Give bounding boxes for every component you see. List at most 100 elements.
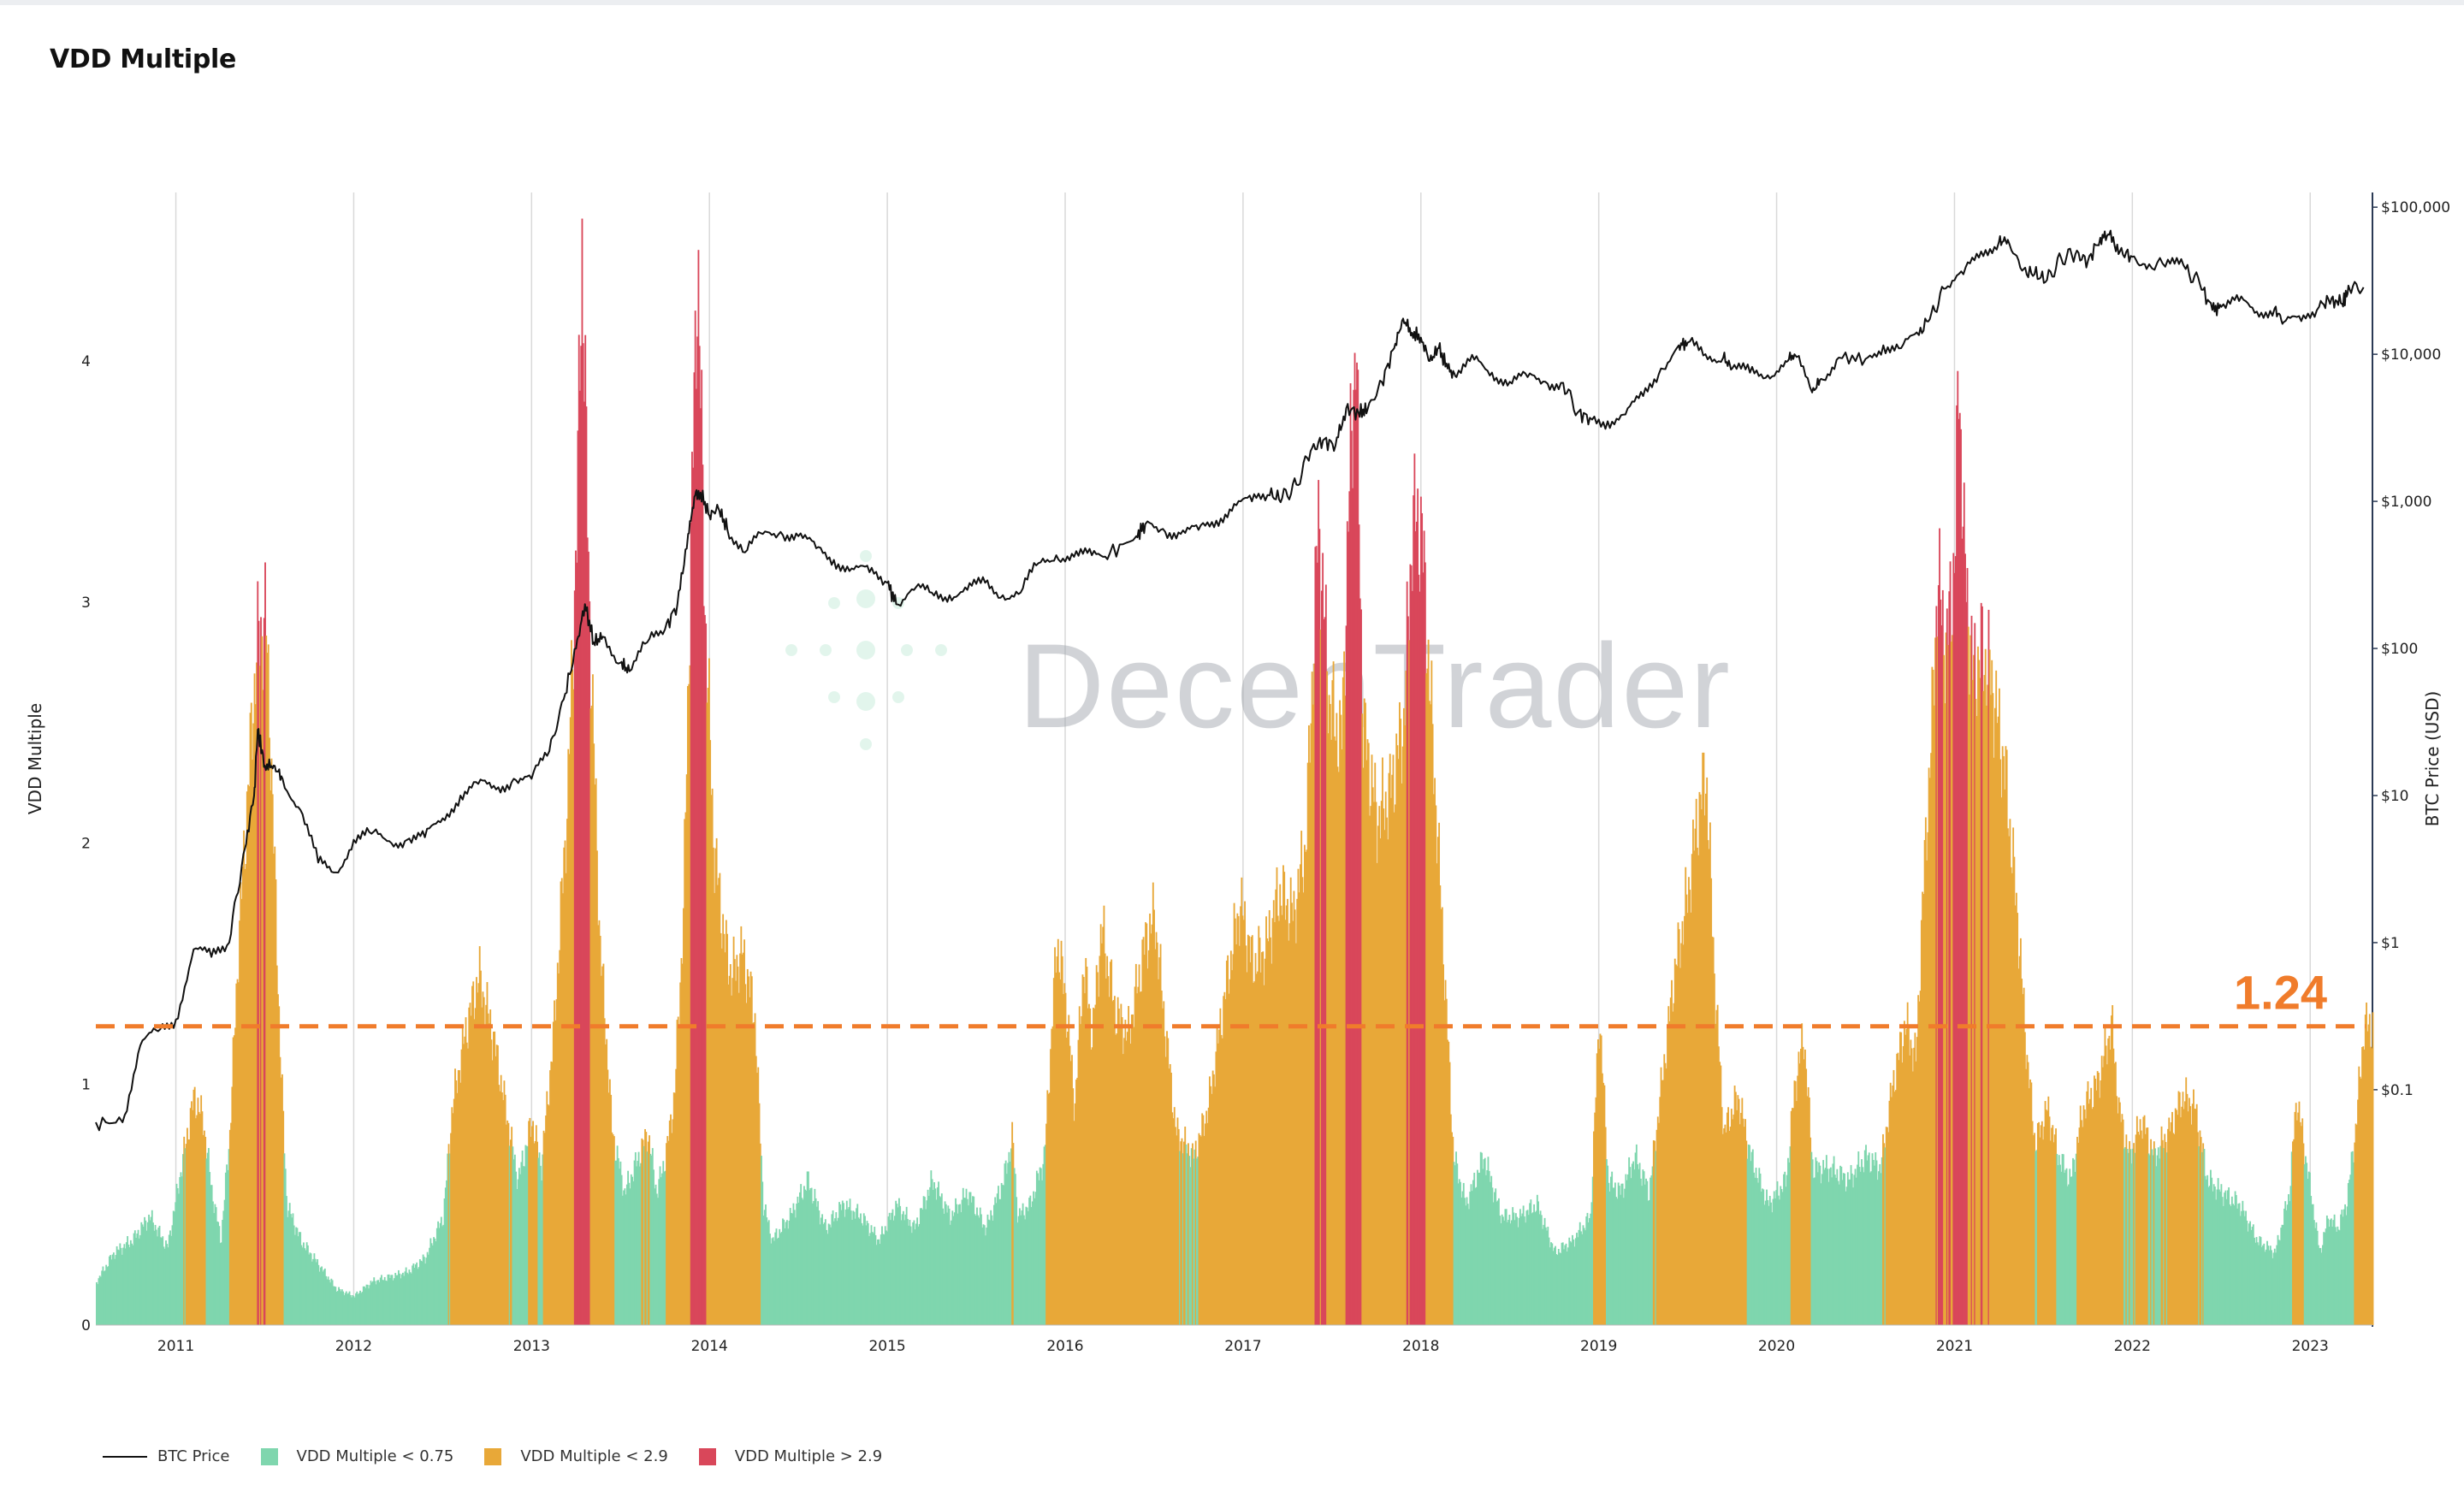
vdd-bar	[960, 1212, 962, 1325]
vdd-bar	[1016, 1222, 1019, 1325]
vdd-bar	[1871, 1153, 1874, 1325]
vdd-bar	[1948, 591, 1951, 1325]
vdd-bar	[370, 1281, 372, 1325]
vdd-bar	[133, 1233, 135, 1325]
vdd-bar	[1990, 695, 1992, 1325]
vdd-bar	[1624, 1188, 1626, 1325]
vdd-bar	[423, 1257, 425, 1325]
vdd-bar	[232, 1037, 234, 1325]
vdd-bar	[545, 1115, 547, 1325]
vdd-bar	[188, 1139, 191, 1325]
vdd-bar	[2034, 1133, 2036, 1325]
vdd-bar	[843, 1203, 844, 1325]
x-tick-label: 2019	[1580, 1338, 1617, 1355]
vdd-bar	[599, 935, 601, 1325]
vdd-bar	[483, 997, 485, 1325]
vdd-bar	[1585, 1216, 1588, 1325]
vdd-bar	[1392, 754, 1395, 1325]
vdd-bar	[1247, 934, 1249, 1325]
vdd-bar	[1876, 1180, 1879, 1325]
vdd-bar	[1366, 739, 1369, 1325]
vdd-bar	[1353, 389, 1355, 1326]
vdd-bar	[1819, 1165, 1821, 1325]
vdd-bar	[1407, 616, 1409, 1325]
vdd-bar	[435, 1241, 437, 1325]
legend-item-vdd-red[interactable]: VDD Multiple > 2.9	[698, 1447, 882, 1465]
vdd-bar	[1996, 723, 1999, 1325]
vdd-bar	[2283, 1208, 2285, 1325]
vdd-bar	[365, 1284, 368, 1325]
vdd-bar	[388, 1274, 390, 1325]
vdd-bar	[1970, 615, 1973, 1325]
vdd-bar	[2307, 1171, 2310, 1325]
vdd-bar	[707, 688, 709, 1325]
vdd-bar	[121, 1254, 123, 1325]
vdd-bar	[2013, 856, 2016, 1325]
vdd-bar	[983, 1225, 986, 1325]
vdd-bar	[1043, 1146, 1045, 1325]
vdd-bar	[1423, 530, 1425, 1325]
vdd-bar	[2173, 1133, 2176, 1325]
vdd-bar	[1848, 1179, 1850, 1325]
vdd-bar	[1913, 1047, 1916, 1325]
legend-item-btc-price[interactable]: BTC Price	[103, 1447, 230, 1465]
legend-item-vdd-orange[interactable]: VDD Multiple < 2.9	[484, 1447, 668, 1465]
vdd-bar	[837, 1217, 839, 1325]
vdd-bar	[1004, 1160, 1007, 1325]
vdd-bar	[387, 1274, 389, 1325]
vdd-bar	[1278, 920, 1280, 1325]
vdd-bar	[614, 1160, 617, 1325]
vdd-bar	[2138, 1134, 2141, 1325]
vdd-bar	[332, 1286, 335, 1325]
vdd-bar	[2273, 1248, 2276, 1325]
vdd-bar	[654, 1184, 657, 1325]
vdd-bar	[174, 1211, 175, 1325]
vdd-bar	[2070, 1176, 2073, 1325]
vdd-bar	[1319, 629, 1322, 1325]
vdd-bar	[2296, 1120, 2298, 1325]
vdd-bar	[1730, 1109, 1732, 1325]
vdd-bar	[1773, 1191, 1775, 1325]
vdd-bar	[689, 665, 691, 1325]
vdd-bar	[1341, 749, 1343, 1325]
vdd-bar	[2171, 1111, 2173, 1325]
vdd-bar	[1399, 701, 1401, 1325]
vdd-bar	[709, 740, 712, 1325]
vdd-bar	[306, 1245, 309, 1325]
vdd-bar	[1580, 1231, 1582, 1325]
vdd-bar	[2194, 1109, 2196, 1325]
vdd-bar	[1136, 993, 1139, 1325]
vdd-bar	[722, 914, 725, 1325]
vdd-bar	[2150, 1139, 2152, 1325]
vdd-bar	[1360, 609, 1362, 1325]
vdd-bar	[413, 1268, 416, 1325]
vdd-bar	[1044, 1145, 1046, 1325]
vdd-bar	[2048, 1116, 2051, 1325]
vdd-bar	[2285, 1210, 2288, 1325]
vdd-bar	[236, 979, 239, 1325]
vdd-bar	[518, 1168, 520, 1325]
vdd-bar	[2315, 1222, 2318, 1325]
legend-item-vdd-green[interactable]: VDD Multiple < 0.75	[260, 1447, 453, 1465]
vdd-bar	[2116, 1096, 2118, 1325]
vdd-bar	[573, 590, 576, 1325]
vdd-bar	[850, 1210, 852, 1325]
vdd-bar	[2234, 1191, 2236, 1325]
vdd-bar	[430, 1243, 433, 1325]
vdd-bar	[2216, 1189, 2218, 1325]
vdd-bar	[932, 1190, 934, 1325]
vdd-bar	[1824, 1168, 1827, 1325]
vdd-bar	[681, 963, 684, 1325]
vdd-bar	[1352, 488, 1353, 1325]
vdd-bar	[1550, 1242, 1552, 1325]
vdd-bar	[2237, 1204, 2240, 1325]
vdd-bar	[541, 1180, 542, 1325]
vdd-bar	[182, 1154, 184, 1325]
vdd-bar	[1982, 690, 1985, 1325]
vdd-bar	[1371, 754, 1373, 1325]
vdd-bar	[750, 976, 753, 1325]
vdd-bar	[1376, 862, 1378, 1325]
vdd-bar	[1242, 920, 1245, 1325]
vdd-bar	[1614, 1182, 1616, 1325]
vdd-bar	[703, 614, 706, 1325]
